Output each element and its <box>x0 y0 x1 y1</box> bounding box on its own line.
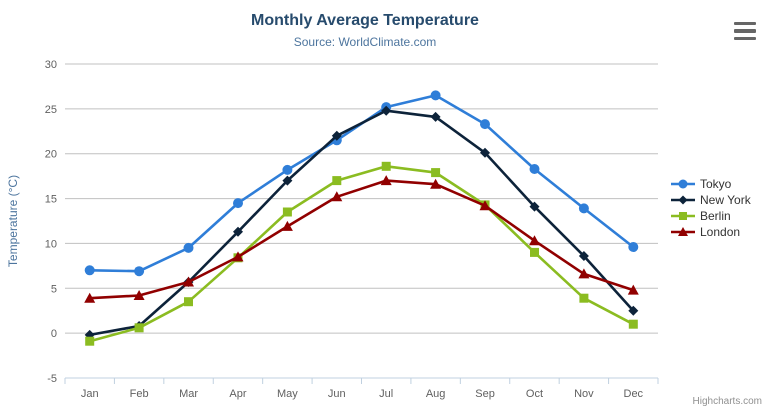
series-marker-london[interactable] <box>281 220 293 231</box>
series-marker-berlin[interactable] <box>579 293 589 303</box>
y-tick-label: 25 <box>45 104 57 116</box>
series-marker-berlin[interactable] <box>628 319 638 329</box>
legend-symbol-diamond <box>671 195 695 205</box>
legend-item-london[interactable]: London <box>671 225 751 239</box>
legend-marker-new-york <box>678 195 688 205</box>
series-marker-tokyo[interactable] <box>183 242 194 253</box>
series-marker-tokyo[interactable] <box>529 164 540 174</box>
series-marker-new-york[interactable] <box>529 201 540 212</box>
x-tick-label: Jan <box>81 388 99 400</box>
series-marker-london[interactable] <box>380 175 392 186</box>
legend-item-berlin[interactable]: Berlin <box>671 209 751 223</box>
x-tick-label: Sep <box>475 388 495 400</box>
legend: Tokyo New York Berlin London <box>671 177 751 239</box>
series-line-new-york[interactable] <box>88 109 635 337</box>
series-marker-new-york[interactable] <box>233 226 243 237</box>
series-marker-london[interactable] <box>479 200 491 211</box>
series-line-berlin[interactable] <box>88 165 635 343</box>
legend-symbol-square <box>671 212 695 220</box>
legend-symbol-triangle <box>671 227 695 236</box>
y-tick-label: 0 <box>51 328 57 340</box>
x-tick-label: Oct <box>526 388 543 400</box>
legend-symbol-circle <box>671 179 695 189</box>
legend-item-tokyo[interactable]: Tokyo <box>671 177 751 191</box>
series-marker-london[interactable] <box>133 290 145 300</box>
legend-label: New York <box>700 193 751 207</box>
series-marker-berlin[interactable] <box>381 161 391 171</box>
y-tick-label: -5 <box>47 373 57 385</box>
series-marker-tokyo[interactable] <box>282 164 293 175</box>
series-marker-berlin[interactable] <box>134 323 144 333</box>
credits-link[interactable]: Highcharts.com <box>692 396 762 407</box>
y-tick-label: 30 <box>45 59 57 71</box>
x-tick-label: Dec <box>624 388 644 400</box>
chart-title: Monthly Average Temperature <box>251 12 479 29</box>
series-marker-london[interactable] <box>84 292 96 303</box>
legend-marker-berlin <box>679 212 687 220</box>
legend-item-new-york[interactable]: New York <box>671 193 751 207</box>
series-marker-london[interactable] <box>430 178 442 189</box>
series-marker-london[interactable] <box>232 251 244 262</box>
hamburger-icon[interactable] <box>732 19 760 43</box>
legend-label: Berlin <box>700 209 731 223</box>
x-tick-label: Jun <box>328 388 346 400</box>
series-marker-london[interactable] <box>331 191 343 202</box>
series-marker-tokyo[interactable] <box>628 242 639 252</box>
y-tick-label: 20 <box>45 149 57 161</box>
x-tick-label: May <box>277 388 298 400</box>
x-tick-label: Apr <box>229 388 246 400</box>
series-marker-london[interactable] <box>627 284 639 295</box>
legend-marker-london <box>678 227 688 236</box>
y-tick-label: 15 <box>45 194 57 206</box>
series-marker-new-york[interactable] <box>578 251 589 261</box>
x-tick-label: Aug <box>426 388 446 400</box>
legend-label: Tokyo <box>700 177 732 191</box>
x-tick-label: Feb <box>130 388 149 400</box>
series-marker-new-york[interactable] <box>430 111 441 122</box>
hamburger-bar <box>734 36 756 41</box>
series-marker-new-york[interactable] <box>628 305 639 316</box>
series-marker-tokyo[interactable] <box>430 90 441 101</box>
series-line-london[interactable] <box>88 179 635 300</box>
series-marker-london[interactable] <box>183 276 194 287</box>
series-marker-tokyo[interactable] <box>578 203 589 214</box>
x-tick-label: Nov <box>574 388 594 400</box>
series-marker-tokyo[interactable] <box>84 265 95 276</box>
x-tick-label: Mar <box>179 388 198 400</box>
y-tick-label: 10 <box>45 238 57 250</box>
series-marker-tokyo[interactable] <box>233 198 243 209</box>
series-marker-berlin[interactable] <box>530 247 539 257</box>
x-tick-label: Jul <box>379 388 393 400</box>
chart-subtitle: Source: WorldClimate.com <box>293 35 437 49</box>
series-marker-berlin[interactable] <box>85 336 95 346</box>
series-marker-berlin[interactable] <box>282 207 292 217</box>
series-marker-berlin[interactable] <box>431 168 441 178</box>
series-marker-tokyo[interactable] <box>480 119 490 130</box>
series-line-tokyo[interactable] <box>88 94 635 273</box>
series-marker-berlin[interactable] <box>184 297 193 307</box>
legend-label: London <box>700 225 741 239</box>
series-marker-new-york[interactable] <box>331 130 342 141</box>
hamburger-bar <box>734 21 756 26</box>
series-marker-berlin[interactable] <box>332 176 342 186</box>
hamburger-bar <box>734 29 756 33</box>
series-marker-london[interactable] <box>578 268 590 279</box>
series-marker-new-york[interactable] <box>480 147 490 158</box>
series-marker-london[interactable] <box>529 235 540 246</box>
series-marker-new-york[interactable] <box>381 105 392 116</box>
y-tick-label: 5 <box>51 283 57 295</box>
series-marker-new-york[interactable] <box>282 175 293 186</box>
series-marker-tokyo[interactable] <box>134 266 145 277</box>
legend-marker-tokyo <box>678 179 688 189</box>
